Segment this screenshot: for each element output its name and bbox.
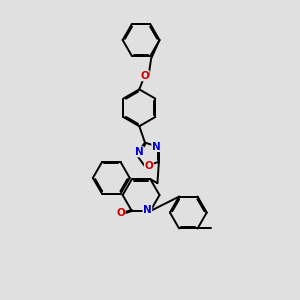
Text: O: O <box>140 71 149 81</box>
Text: O: O <box>116 208 125 218</box>
Text: O: O <box>144 161 153 171</box>
Text: N: N <box>152 142 161 152</box>
Text: N: N <box>135 147 143 157</box>
Text: N: N <box>143 205 152 215</box>
